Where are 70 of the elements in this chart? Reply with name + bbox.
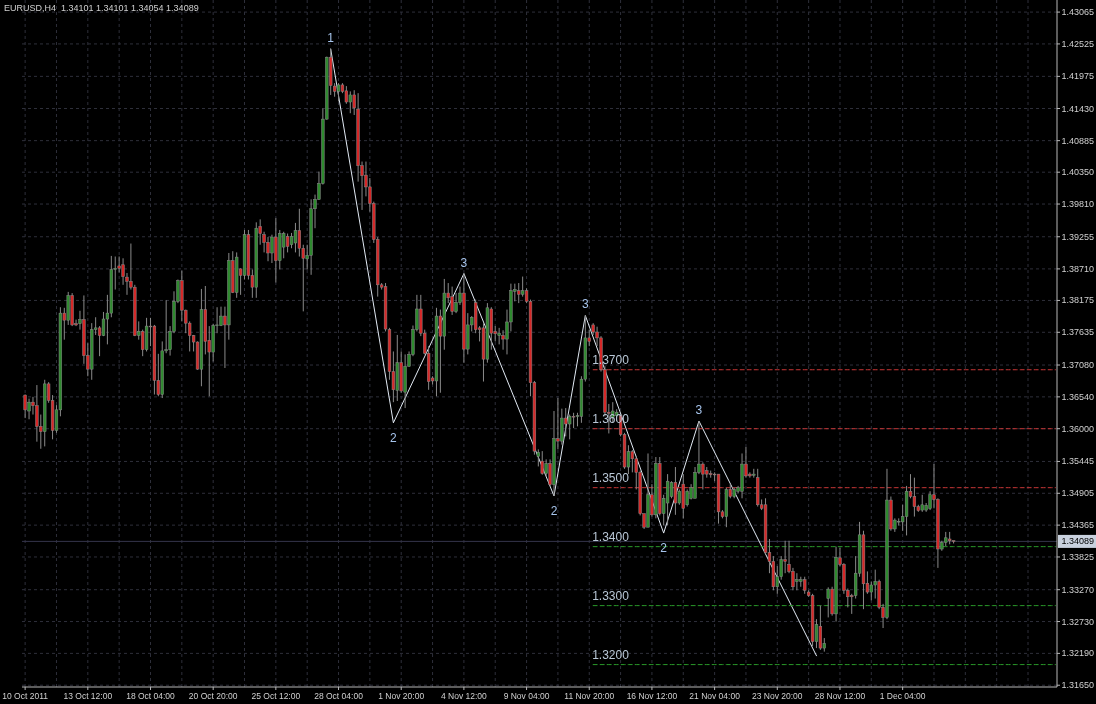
- x-tick-label: 28 Nov 12:00: [814, 690, 866, 701]
- y-tick-label: 1.33270: [1061, 584, 1095, 595]
- y-tick-label: 1.34365: [1061, 520, 1095, 531]
- annotation: 1: [327, 30, 335, 45]
- candlestick: [297, 208, 301, 258]
- annotation: 3: [695, 403, 703, 418]
- x-tick-label: 25 Oct 12:00: [251, 690, 301, 701]
- y-tick-label: 1.32730: [1061, 616, 1095, 627]
- candlestick: [826, 586, 830, 618]
- x-tick-label: 21 Nov 04:00: [689, 690, 741, 701]
- candlestick: [144, 317, 149, 352]
- annotation: 1.3200: [592, 647, 630, 662]
- y-tick-label: 1.41430: [1061, 103, 1095, 114]
- candlestick: [783, 540, 787, 574]
- y-tick-label: 1.37080: [1061, 360, 1095, 371]
- candlestick: [282, 231, 286, 259]
- y-tick-label: 1.31650: [1061, 680, 1095, 691]
- x-tick-label: 1 Nov 20:00: [378, 690, 425, 701]
- candlestick: [141, 329, 145, 357]
- x-tick-label: 28 Oct 04:00: [314, 690, 364, 701]
- y-tick-label: 1.39810: [1061, 199, 1095, 210]
- candlestick: [568, 414, 572, 440]
- x-tick-label: 10 Oct 2011: [2, 690, 49, 701]
- candlestick: [517, 282, 521, 304]
- y-tick-label: 1.33825: [1061, 551, 1095, 562]
- candlestick: [23, 394, 27, 419]
- x-tick-label: 13 Oct 12:00: [63, 690, 113, 701]
- annotation: 1.3300: [592, 588, 630, 603]
- y-tick-label: 1.37635: [1061, 327, 1095, 338]
- y-tick-label: 1.35445: [1061, 456, 1095, 467]
- x-tick-label: 11 Nov 20:00: [564, 690, 615, 701]
- y-tick-label: 1.36540: [1061, 391, 1095, 402]
- annotation: 2: [660, 541, 668, 556]
- x-tick-label: 9 Nov 04:00: [503, 690, 550, 701]
- candlestick: [270, 234, 274, 264]
- candlestick: [274, 217, 278, 283]
- candlestick: [795, 572, 799, 591]
- y-tick-label: 1.39255: [1061, 231, 1095, 242]
- chart-title: EURUSD,H4 1.34101 1.34101 1.34054 1.34089: [4, 3, 199, 13]
- y-tick-label: 1.34905: [1061, 488, 1095, 499]
- y-tick-label: 1.32190: [1061, 648, 1095, 659]
- x-tick-label: 18 Oct 04:00: [126, 690, 176, 701]
- candlestick: [521, 276, 525, 298]
- annotation: 1.3500: [592, 470, 630, 485]
- candlestick: [27, 398, 31, 420]
- y-tick-label: 1.43065: [1061, 7, 1095, 18]
- y-tick-label: 1.41975: [1061, 71, 1095, 82]
- x-tick-label: 20 Oct 20:00: [188, 690, 238, 701]
- x-tick-label: 1 Dec 04:00: [879, 690, 926, 701]
- annotation: 3: [460, 255, 468, 270]
- candlestick: [266, 236, 270, 262]
- annotation: 2: [390, 430, 398, 445]
- y-tick-label: 1.40350: [1061, 167, 1095, 178]
- y-tick-label: 1.38710: [1061, 263, 1095, 274]
- candlestick: [540, 450, 544, 476]
- candlestick: [450, 286, 454, 316]
- x-tick-label: 23 Nov 20:00: [752, 690, 803, 701]
- annotation: 2: [550, 503, 558, 518]
- candlestick: [869, 580, 873, 601]
- annotation: 3: [581, 297, 589, 312]
- y-tick-label: 1.42525: [1061, 38, 1095, 49]
- annotation: 1.3400: [592, 529, 630, 544]
- candlestick: [348, 90, 352, 114]
- line-series: [330, 48, 817, 657]
- y-tick-label: 1.36000: [1061, 423, 1095, 434]
- x-tick-label: 16 Nov 12:00: [626, 690, 678, 701]
- y-tick-label: 1.40885: [1061, 135, 1095, 146]
- y-tick-label: 1.38175: [1061, 295, 1095, 306]
- x-tick-label: 4 Nov 12:00: [440, 690, 488, 701]
- candlestick: [630, 449, 634, 473]
